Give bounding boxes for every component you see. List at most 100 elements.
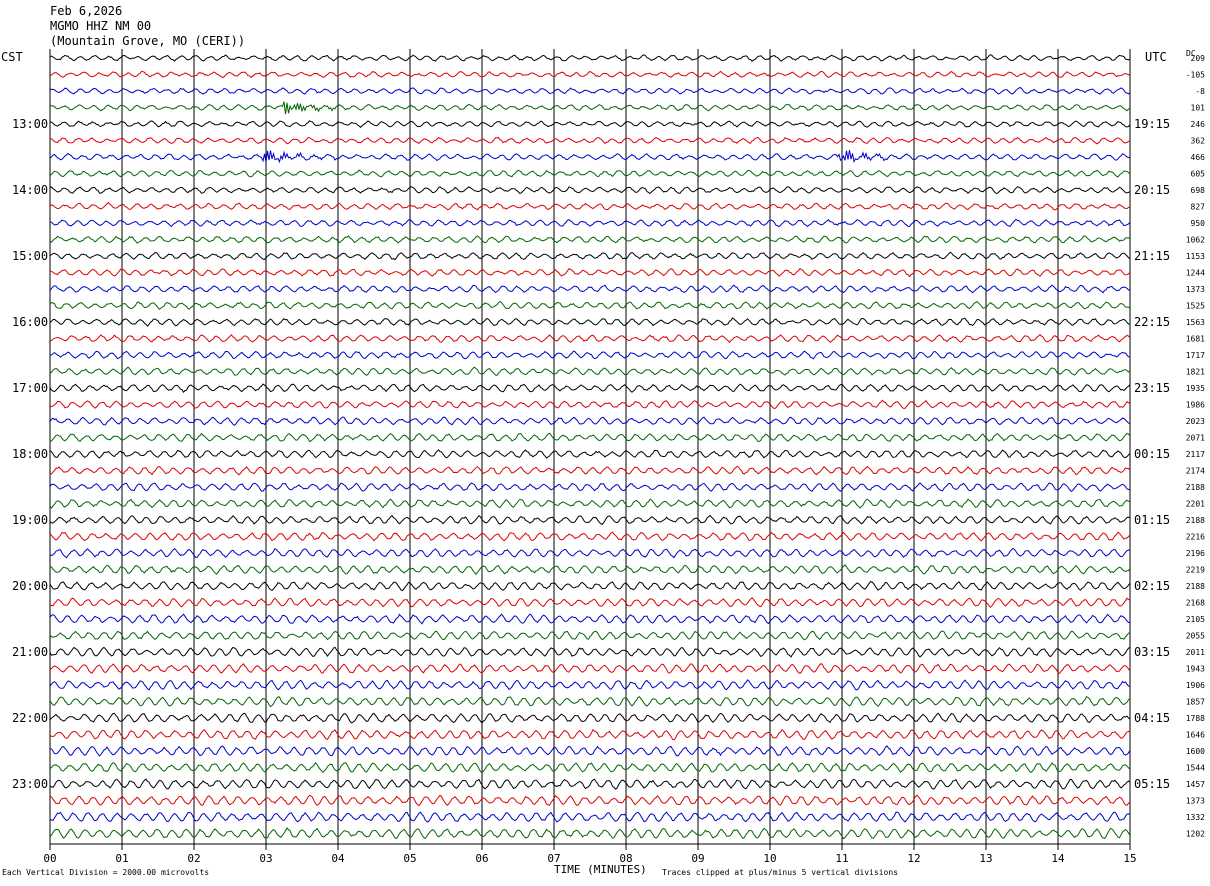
x-tick-label: 04 (331, 852, 345, 865)
trace-15 (49, 300, 1131, 310)
trace-3 (49, 101, 1131, 115)
axis-ticks: 00 01 02 03 04 05 06 07 08 09 10 11 12 13 14 15 (43, 844, 1137, 865)
x-tick-label: 08 (619, 852, 632, 865)
trace-7 (49, 169, 1131, 178)
dc-offset-label: 209 (1191, 54, 1206, 63)
x-tick-label: 11 (835, 852, 848, 865)
right-hour-label: 19:15 (1134, 117, 1170, 131)
right-hour-label: 03:15 (1134, 645, 1170, 659)
dc-offset-label: 950 (1191, 219, 1206, 228)
right-hour-label: 01:15 (1134, 513, 1170, 527)
trace-11 (49, 235, 1131, 244)
left-hour-label: 21:00 (12, 645, 48, 659)
dc-offset-label: 1821 (1186, 368, 1205, 377)
header-station: MGMO HHZ NM 00 (50, 19, 152, 33)
dc-offset-label: 1600 (1186, 747, 1205, 756)
trace-12 (49, 251, 1131, 261)
trace-5 (49, 136, 1131, 145)
trace-44 (49, 778, 1131, 790)
left-hour-label: 18:00 (12, 447, 48, 461)
left-hour-label: 20:00 (12, 579, 48, 593)
left-hour-label: 22:00 (12, 711, 48, 725)
left-timezone-label: CST (1, 50, 23, 64)
dc-offset-label: -8 (1195, 87, 1205, 96)
dc-offset-label: 362 (1191, 137, 1206, 146)
dc-offset-label: 1202 (1186, 830, 1205, 839)
trace-27 (49, 498, 1131, 509)
clip-note: Traces clipped at plus/minus 5 vertical … (662, 868, 899, 877)
dc-offset-label: 2216 (1186, 533, 1205, 542)
x-tick-label: 01 (115, 852, 128, 865)
dc-offset-label: 2196 (1186, 549, 1205, 558)
x-tick-label: 06 (475, 852, 488, 865)
right-hour-label: 05:15 (1134, 777, 1170, 791)
dc-offset-label: 1717 (1186, 351, 1205, 360)
x-tick-label: 14 (1051, 852, 1065, 865)
dc-offset-label: 1857 (1186, 698, 1205, 707)
trace-6 (49, 150, 1131, 164)
trace-47 (49, 827, 1131, 840)
trace-4 (49, 120, 1131, 128)
right-hour-label: 00:15 (1134, 447, 1170, 461)
x-tick-label: 15 (1123, 852, 1136, 865)
trace-29 (49, 531, 1131, 542)
trace-18 (49, 350, 1131, 360)
dc-offset-label: 1062 (1186, 236, 1205, 245)
trace-13 (49, 267, 1131, 278)
trace-31 (49, 564, 1131, 576)
trace-30 (49, 547, 1131, 559)
x-tick-label: 03 (259, 852, 272, 865)
dc-offset-label: 2011 (1186, 648, 1205, 657)
trace-2 (49, 87, 1131, 95)
x-tick-label: 00 (43, 852, 56, 865)
trace-25 (49, 465, 1131, 476)
dc-offset-label: 1457 (1186, 780, 1205, 789)
trace-43 (49, 762, 1131, 774)
x-tick-label: 09 (691, 852, 704, 865)
trace-33 (49, 597, 1131, 609)
header-location: (Mountain Grove, MO (CERI)) (50, 34, 246, 48)
x-tick-label: 13 (979, 852, 992, 865)
x-tick-label: 05 (403, 852, 416, 865)
dc-offset-label: 2219 (1186, 566, 1205, 575)
dc-offset-label: 2071 (1186, 434, 1205, 443)
dc-offset-label: 605 (1191, 170, 1206, 179)
minute-grid (49, 49, 1131, 845)
dc-offset-label: 2023 (1186, 417, 1205, 426)
dc-offset-label: 1935 (1186, 384, 1205, 393)
dc-offset-label: 1986 (1186, 401, 1205, 410)
header-date: Feb 6,2026 (50, 4, 123, 18)
trace-17 (49, 334, 1131, 344)
dc-offset-label: 698 (1191, 186, 1206, 195)
trace-41 (49, 728, 1131, 741)
trace-38 (49, 679, 1131, 691)
trace-36 (49, 646, 1131, 658)
scale-note: Each Vertical Division = 2000.00 microvo… (2, 868, 210, 877)
x-tick-label: 12 (907, 852, 920, 865)
dc-offset-label: 101 (1191, 104, 1206, 113)
right-hour-label: 23:15 (1134, 381, 1170, 395)
dc-offset-label: 2117 (1186, 450, 1205, 459)
trace-45 (49, 794, 1131, 807)
dc-offset-label: 1373 (1186, 285, 1205, 294)
trace-20 (49, 383, 1131, 394)
trace-37 (49, 662, 1131, 675)
axis-labels: 13:00 14:00 15:00 16:00 17:00 18:00 19:00 20:00… (12, 54, 1205, 839)
dc-offset-label: 1373 (1186, 797, 1205, 806)
right-hour-label: 21:15 (1134, 249, 1170, 263)
trace-0 (49, 54, 1131, 62)
left-hour-label: 13:00 (12, 117, 48, 131)
x-tick-label: 07 (547, 852, 560, 865)
trace-rows (49, 54, 1131, 840)
trace-42 (49, 745, 1131, 757)
trace-14 (49, 284, 1131, 294)
trace-22 (49, 416, 1131, 427)
trace-35 (49, 630, 1131, 641)
left-hour-label: 19:00 (12, 513, 48, 527)
trace-19 (49, 366, 1131, 377)
dc-offset-label: 1332 (1186, 813, 1205, 822)
trace-8 (49, 186, 1131, 195)
left-hour-label: 14:00 (12, 183, 48, 197)
x-axis-label: TIME (MINUTES) (554, 863, 647, 876)
